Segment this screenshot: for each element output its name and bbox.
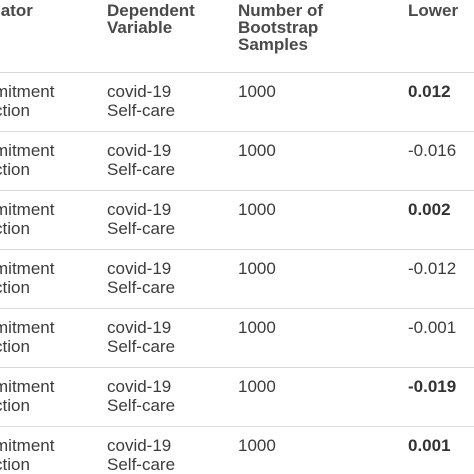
lower-cell: 0.012: [408, 82, 451, 101]
bootstrap-samples-cell: 1000: [238, 82, 276, 101]
bootstrap-samples-cell: 1000: [238, 377, 276, 396]
table-row: mitment ction covid-19 Self-care 1000 -0.01…: [0, 367, 474, 427]
bootstrap-samples-cell: 1000: [238, 318, 276, 337]
bootstrap-samples-cell: 1000: [238, 200, 276, 219]
mediator-cell: mitment ction: [0, 259, 55, 297]
mediator-cell: mitment ction: [0, 141, 55, 179]
lower-cell: 0.002: [408, 200, 451, 219]
lower-cell: -0.019: [408, 377, 457, 396]
dependent-variable-cell: covid-19 Self-care: [107, 377, 176, 415]
lower-cell: -0.012: [408, 259, 457, 278]
mediator-cell: mitment ction: [0, 377, 55, 415]
table-row: mitment ction covid-19 Self-care 1000 -0.01…: [0, 249, 474, 309]
bootstrap-samples-cell: 1000: [238, 436, 276, 455]
dependent-variable-cell: covid-19 Self-care: [107, 82, 176, 120]
table-row: mitment ction covid-19 Self-care 1000 0.012: [0, 72, 474, 132]
table-row: mitment ction covid-19 Self-care 1000 0.001: [0, 426, 474, 474]
bootstrap-samples-cell: 1000: [238, 259, 276, 278]
table-header: iator Dependent Variable Number of Boots…: [0, 0, 474, 72]
mediator-cell: mitment ction: [0, 318, 55, 356]
mediator-cell: mitment ction: [0, 82, 55, 120]
mediator-cell: mitment ction: [0, 436, 55, 474]
lower-cell: 0.001: [408, 436, 451, 455]
table-row: mitment ction covid-19 Self-care 1000 -0.00…: [0, 308, 474, 368]
header-bootstrap-samples: Number of Bootstrap Samples: [238, 1, 323, 54]
header-dependent-variable: Dependent Variable: [107, 1, 195, 37]
table-row: mitment ction covid-19 Self-care 1000 -0.01…: [0, 131, 474, 191]
table-row: mitment ction covid-19 Self-care 1000 0.002: [0, 190, 474, 250]
mediator-cell: mitment ction: [0, 200, 55, 238]
dependent-variable-cell: covid-19 Self-care: [107, 436, 176, 474]
lower-cell: -0.001: [408, 318, 457, 337]
dependent-variable-cell: covid-19 Self-care: [107, 200, 176, 238]
header-mediator: iator: [0, 1, 33, 20]
dependent-variable-cell: covid-19 Self-care: [107, 318, 176, 356]
dependent-variable-cell: covid-19 Self-care: [107, 259, 176, 297]
bootstrap-samples-cell: 1000: [238, 141, 276, 160]
lower-cell: -0.016: [408, 141, 457, 160]
dependent-variable-cell: covid-19 Self-care: [107, 141, 176, 179]
header-lower: Lower: [408, 1, 459, 20]
